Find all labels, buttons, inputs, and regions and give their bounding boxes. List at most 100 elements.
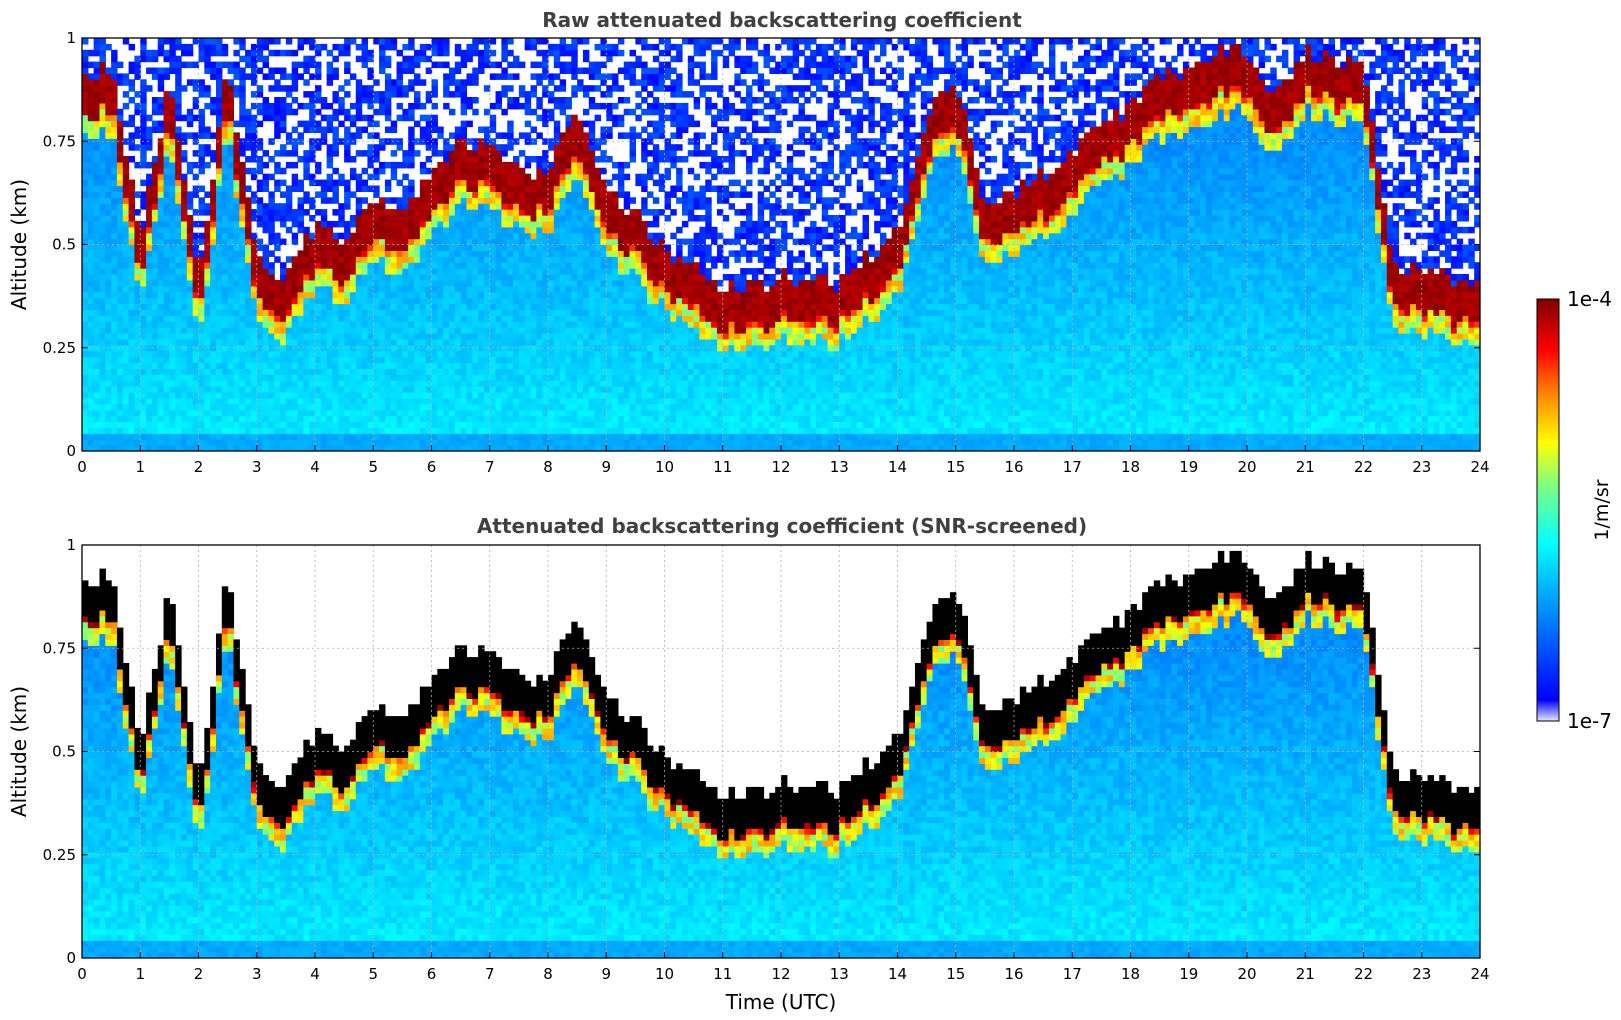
heatmap-cell	[93, 445, 101, 451]
heatmap-cell	[146, 386, 153, 393]
heatmap-cell	[332, 433, 339, 440]
heatmap-cell	[548, 397, 555, 405]
heatmap-cell	[448, 309, 456, 316]
heatmap-cell	[204, 386, 211, 393]
heatmap-cell	[169, 274, 176, 281]
heatmap-cell	[175, 350, 182, 358]
heatmap-cell	[565, 43, 572, 51]
heatmap-cell	[507, 368, 514, 375]
heatmap-cell	[448, 209, 456, 216]
heatmap-cell	[151, 250, 159, 257]
heatmap-cell	[361, 285, 369, 293]
heatmap-cell	[128, 226, 136, 234]
heatmap-cell	[390, 415, 398, 423]
heatmap-cell	[140, 303, 147, 310]
heatmap-cell	[431, 315, 438, 322]
heatmap-cell	[99, 291, 106, 299]
heatmap-cell	[175, 291, 182, 299]
heatmap-cell	[210, 73, 217, 80]
heatmap-cell	[361, 49, 369, 57]
heatmap-cell	[274, 102, 281, 110]
heatmap-cell	[367, 291, 374, 299]
heatmap-cell	[163, 173, 170, 181]
heatmap-cell	[495, 368, 502, 375]
heatmap-cell	[250, 303, 258, 310]
heatmap-cell	[274, 279, 281, 287]
heatmap-cell	[297, 220, 304, 228]
heatmap-cell	[163, 91, 170, 98]
heatmap-cell	[303, 397, 310, 405]
heatmap-cell	[466, 215, 473, 222]
heatmap-cell	[414, 97, 421, 104]
heatmap-cell	[396, 333, 403, 340]
heatmap-cell	[349, 415, 357, 423]
heatmap-cell	[448, 397, 456, 405]
heatmap-cell	[111, 397, 118, 405]
heatmap-cell	[233, 297, 240, 305]
heatmap-cell	[478, 126, 485, 133]
heatmap-cell	[122, 303, 130, 310]
heatmap-cell	[559, 161, 567, 169]
heatmap-cell	[361, 362, 369, 369]
heatmap-cell	[443, 215, 450, 222]
heatmap-cell	[315, 144, 322, 151]
heatmap-cell	[326, 232, 334, 240]
heatmap-cell	[437, 167, 444, 175]
heatmap-cell	[448, 250, 456, 257]
heatmap-cell	[181, 156, 188, 163]
heatmap-cell	[483, 173, 491, 181]
heatmap-cell	[99, 132, 106, 139]
heatmap-cell	[542, 344, 549, 352]
heatmap-cell	[530, 85, 537, 92]
heatmap-cell	[93, 38, 101, 45]
heatmap-cell	[349, 120, 357, 128]
heatmap-cell	[414, 315, 421, 322]
heatmap-cell	[233, 285, 240, 293]
heatmap-cell	[198, 161, 205, 169]
heatmap-cell	[297, 226, 304, 234]
heatmap-cell	[431, 49, 438, 57]
heatmap-cell	[262, 73, 269, 80]
heatmap-cell	[309, 215, 316, 222]
heatmap-cell	[134, 403, 141, 411]
heatmap-cell	[460, 350, 468, 358]
heatmap-cell	[315, 108, 322, 116]
heatmap-cell	[472, 256, 479, 263]
heatmap-cell	[320, 285, 328, 293]
heatmap-cell	[157, 108, 165, 116]
heatmap-cell	[390, 91, 398, 98]
heatmap-cell	[408, 285, 415, 293]
heatmap-cell	[443, 226, 450, 234]
heatmap-cell	[548, 297, 555, 305]
heatmap-cell	[466, 445, 473, 451]
heatmap-cell	[169, 144, 176, 151]
heatmap-cell	[210, 108, 217, 116]
heatmap-cell	[245, 445, 252, 451]
heatmap-cell	[87, 85, 95, 92]
heatmap-cell	[548, 244, 555, 251]
heatmap-cell	[507, 333, 514, 340]
heatmap-cell	[396, 244, 403, 251]
heatmap-cell	[233, 356, 240, 364]
heatmap-cell	[186, 262, 194, 269]
heatmap-cell	[402, 108, 409, 116]
heatmap-cell	[175, 102, 182, 110]
heatmap-cell	[355, 102, 363, 110]
heatmap-cell	[466, 232, 473, 240]
heatmap-cell	[437, 226, 444, 234]
heatmap-cell	[408, 374, 415, 381]
heatmap-cell	[309, 144, 316, 151]
heatmap-cell	[309, 403, 316, 411]
heatmap-cell	[571, 297, 578, 305]
heatmap-cell	[181, 397, 188, 405]
heatmap-cell	[408, 279, 415, 287]
heatmap-cell	[239, 38, 246, 45]
heatmap-cell	[227, 268, 235, 275]
heatmap-cell	[146, 350, 153, 358]
heatmap-cell	[507, 380, 514, 387]
heatmap-cell	[256, 274, 264, 281]
heatmap-cell	[460, 291, 468, 299]
heatmap-cell	[274, 108, 281, 116]
heatmap-cell	[559, 232, 567, 240]
heatmap-cell	[82, 244, 89, 251]
